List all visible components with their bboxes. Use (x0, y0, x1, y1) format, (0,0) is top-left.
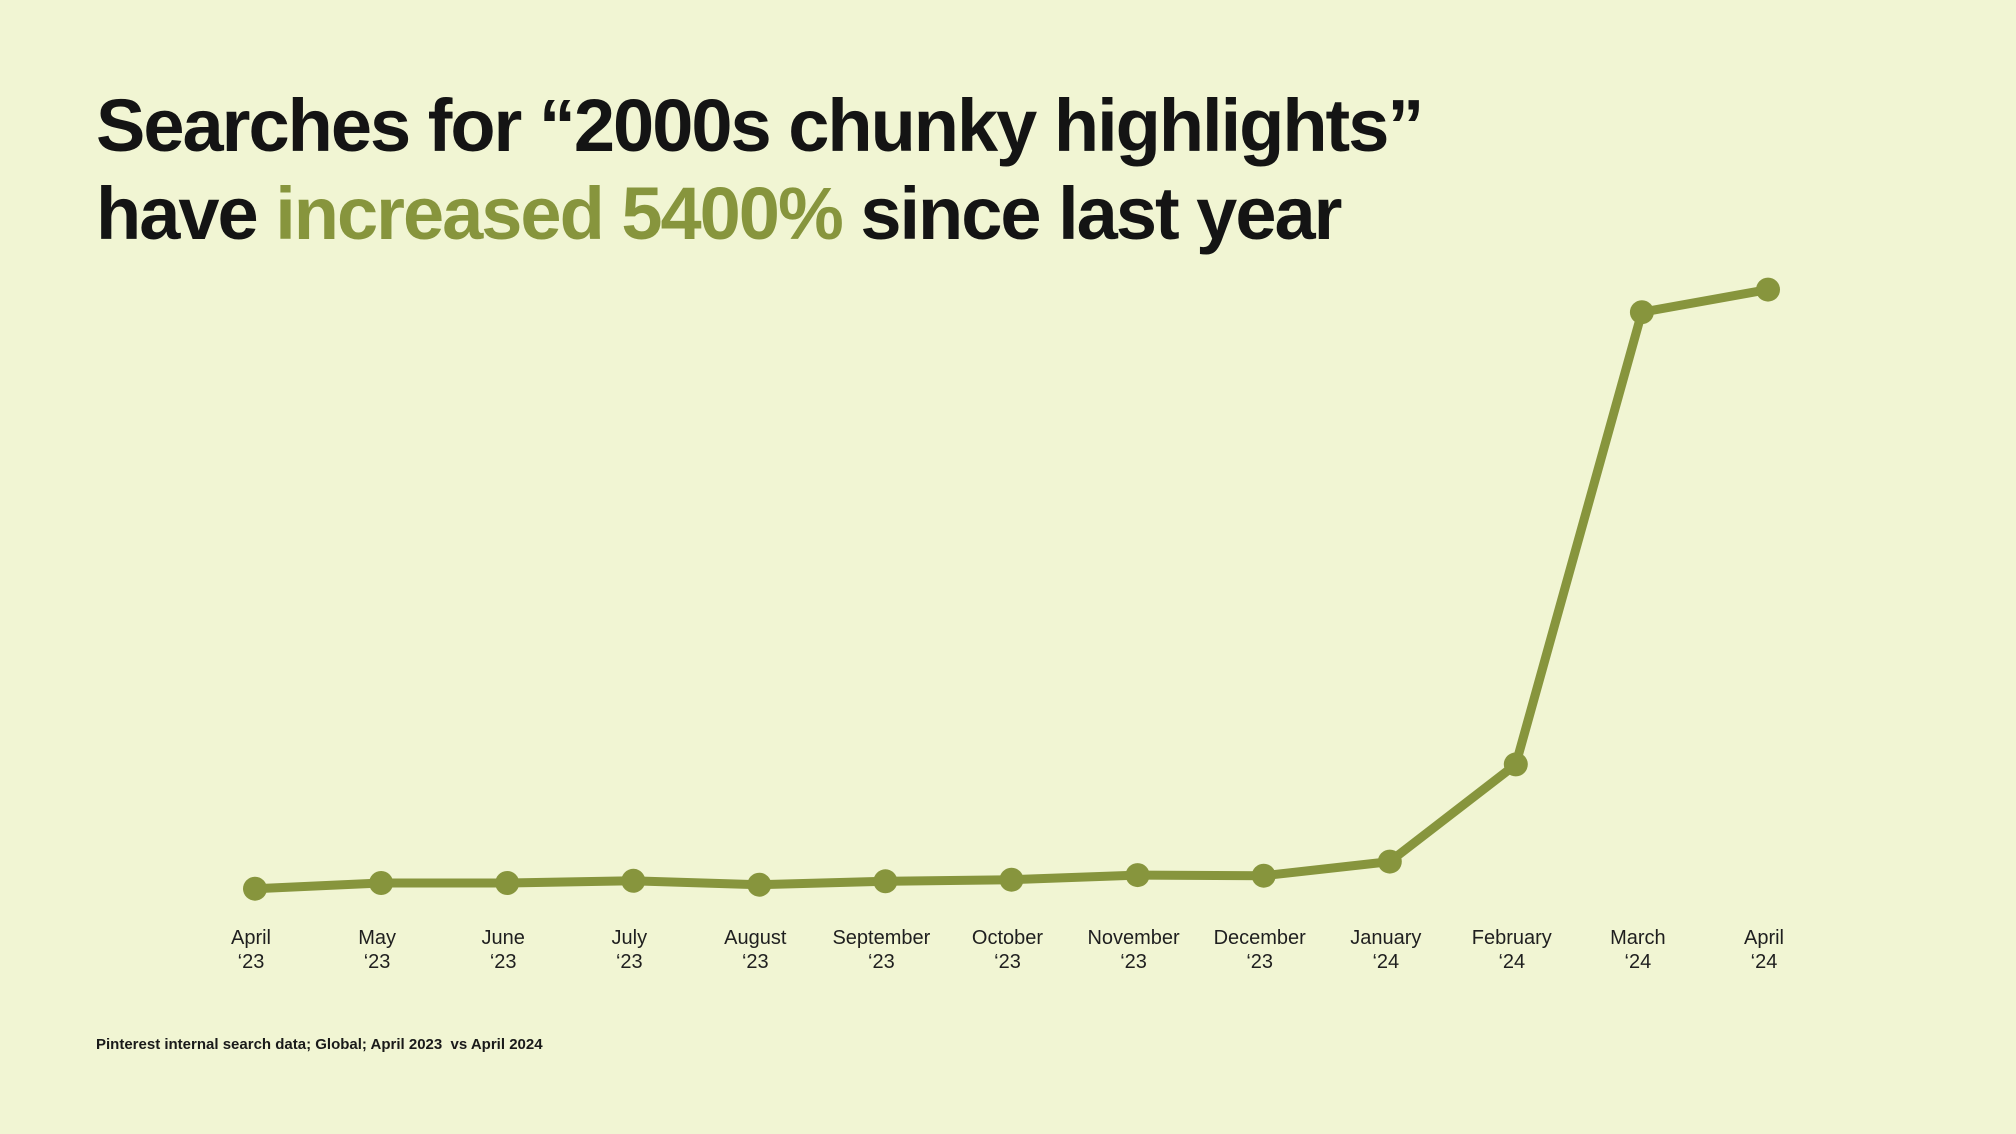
x-tick-label: January ‘24 (1350, 927, 1421, 973)
series-line (250, 285, 1773, 894)
data-point (243, 876, 267, 901)
title-suffix: since last year (841, 172, 1342, 255)
x-tick-label: October ‘23 (972, 927, 1043, 973)
x-tick-label: May ‘23 (358, 927, 396, 973)
title-line-2: have increased 5400% since last year (96, 170, 1422, 258)
source-footnote: Pinterest internal search data; Global; … (96, 1036, 543, 1053)
x-tick-label: November ‘23 (1087, 927, 1180, 973)
data-point (1629, 300, 1654, 325)
x-tick-label: December ‘23 (1214, 927, 1307, 973)
data-point (747, 872, 772, 897)
x-tick-label: June ‘23 (482, 927, 525, 973)
x-tick-label: March ‘24 (1610, 927, 1666, 973)
data-point (1377, 849, 1402, 874)
data-point (1125, 863, 1150, 888)
data-point (495, 871, 520, 895)
x-tick-label: July ‘23 (612, 927, 648, 973)
x-tick-label: February ‘24 (1472, 927, 1552, 973)
x-tick-label: April ‘24 (1744, 927, 1784, 973)
data-point (369, 871, 394, 895)
data-point (873, 869, 898, 894)
series-layer (250, 285, 1773, 894)
data-point (1756, 277, 1780, 302)
data-point (1251, 863, 1276, 888)
x-tick-label: August ‘23 (724, 927, 787, 973)
x-axis-labels: April ‘23 May ‘23 June ‘23 July ‘23 August ‘23 Sep… (231, 927, 1784, 973)
x-tick-label: April ‘23 (231, 927, 271, 973)
x-tick-label: September ‘23 (832, 927, 930, 973)
title-line-1: Searches for “2000s chunky highlights” (96, 84, 1424, 167)
data-point (621, 868, 646, 893)
points-layer (243, 277, 1780, 901)
title-highlight: increased 5400% (275, 172, 844, 255)
title-prefix: have (96, 172, 276, 255)
chart-title: Searches for “2000s chunky highlights” h… (96, 82, 1424, 258)
data-point (999, 867, 1024, 892)
data-point (1503, 752, 1528, 777)
